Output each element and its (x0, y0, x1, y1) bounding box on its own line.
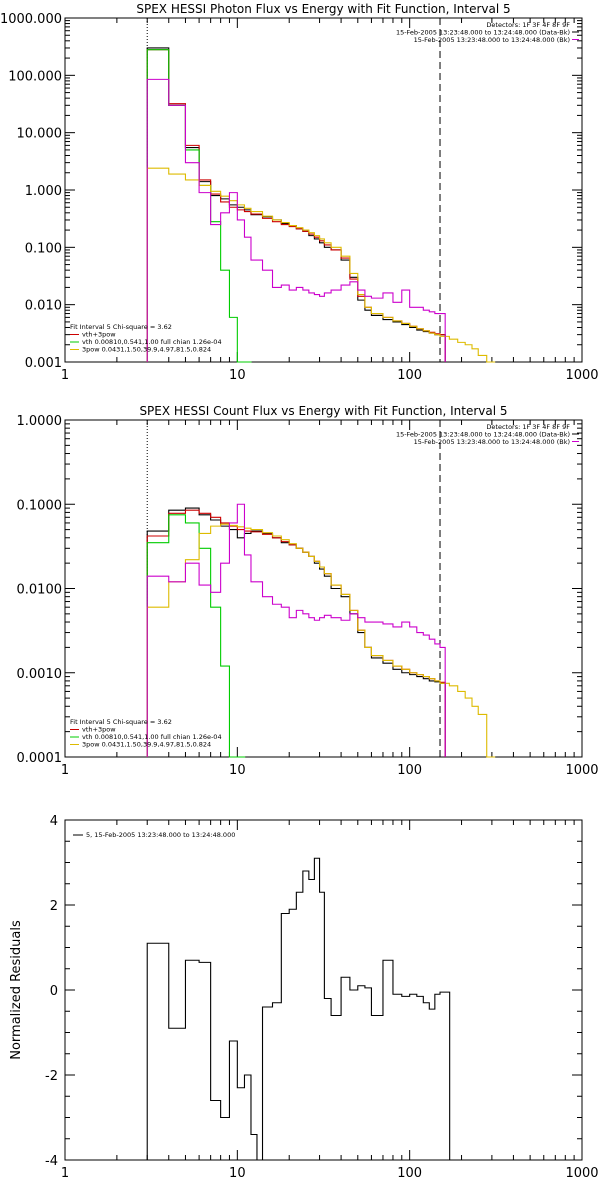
y-tick-label: 0.100 (25, 241, 62, 256)
series-green-line (146, 49, 252, 363)
chart-title-0: SPEX HESSI Photon Flux vs Energy with Fi… (136, 2, 510, 16)
legend-top-text: 15-Feb-2005 13:23:48.000 to 13:24:48.000… (414, 36, 570, 44)
y-tick-label: 1000.000 (0, 12, 62, 27)
legend-bottom-text: Fit Interval 5 Chi-square = 3.62 (70, 718, 172, 726)
legend-bottom-text: Fit Interval 5 Chi-square = 3.62 (70, 323, 172, 331)
series-yellow-line (146, 167, 496, 363)
y-tick-label: -2 (45, 1069, 58, 1084)
legend-top-text: 15-Feb-2005 13:23:48.000 to 13:24:48.000… (396, 29, 570, 37)
series-black-line (146, 857, 451, 1161)
series-green-line (146, 514, 246, 758)
x-tick-label: 1 (61, 368, 69, 383)
x-tick-label: 10 (229, 763, 246, 778)
legend-bottom-text: vth+3pow (82, 726, 116, 734)
x-tick-label: 1 (61, 1166, 69, 1181)
legend-top-text: 15-Feb-2005 13:23:48.000 to 13:24:48.000… (414, 438, 570, 446)
plot-frame-2 (64, 819, 583, 1161)
legend-text: 5, 15-Feb-2005 13:23:48.000 to 13:24:48.… (86, 831, 235, 839)
y-tick-label: 10.000 (17, 127, 63, 142)
series-magenta-line (146, 78, 446, 362)
y-tick-label: 2 (50, 899, 58, 914)
legend-bottom-text: vth 0.00810,0.541,1.00 full chian 1.26e-… (82, 338, 222, 346)
legend-top-text: Detectors: 1F 3F 4F 8F 9F (486, 423, 570, 431)
x-tick-label: 10 (229, 368, 246, 383)
y-tick-label: 0.010 (25, 299, 62, 314)
series-black-line (146, 47, 446, 362)
legend-top-text: 15-Feb-2005 13:23:48.000 to 13:24:48.000… (396, 431, 570, 439)
legend-bottom-text: 3pow 0.0431,1.50,39.9,4.97,81.5,0.824 (82, 346, 211, 354)
series-red-line (146, 49, 446, 362)
y-tick-label: 0.001 (25, 356, 62, 371)
series-magenta-line (146, 503, 446, 757)
plot-frame-1 (64, 419, 583, 758)
y-tick-label: 0.0100 (17, 583, 63, 598)
x-tick-label: 100 (397, 763, 422, 778)
series-black-line (146, 507, 446, 757)
legend-top-text: Detectors: 1F 3F 4F 8F 9F (486, 21, 570, 29)
x-tick-label: 1000 (565, 763, 598, 778)
y-tick-label: 0.0001 (17, 751, 63, 766)
x-tick-label: 1000 (565, 368, 598, 383)
y-tick-label: 1.000 (25, 184, 62, 199)
y-tick-label: 0.0010 (17, 667, 63, 682)
chart-title-1: SPEX HESSI Count Flux vs Energy with Fit… (139, 404, 507, 418)
legend-bottom-text: vth 0.00810,0.541,1.00 full chian 1.26e-… (82, 733, 222, 741)
legend-bottom-text: 3pow 0.0431,1.50,39.9,4.97,81.5,0.824 (82, 741, 211, 749)
y-axis-label: Normalized Residuals (9, 920, 24, 1060)
y-tick-label: 4 (50, 814, 58, 829)
y-tick-label: 1.0000 (17, 414, 63, 429)
y-tick-label: 0 (50, 984, 58, 999)
x-tick-label: 10 (229, 1166, 246, 1181)
series-yellow-line (146, 523, 496, 758)
x-tick-label: 1 (61, 763, 69, 778)
plot-frame-0 (64, 17, 583, 363)
x-tick-label: 1000 (565, 1166, 598, 1181)
legend-bottom-text: vth+3pow (82, 331, 116, 339)
y-tick-label: 0.1000 (17, 498, 63, 513)
x-tick-label: 100 (397, 368, 422, 383)
y-tick-label: -4 (45, 1154, 58, 1169)
y-tick-label: 100.000 (8, 69, 62, 84)
x-tick-label: 100 (397, 1166, 422, 1181)
